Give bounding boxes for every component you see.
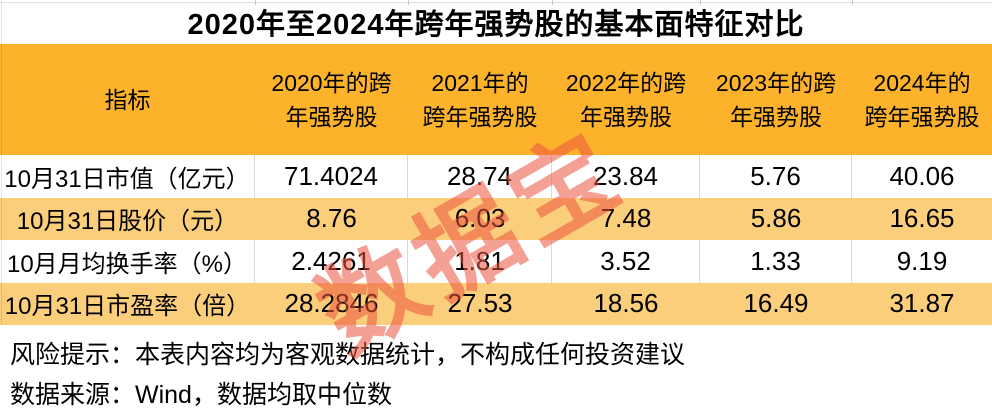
data-cell: 23.84 bbox=[552, 155, 700, 198]
data-cell: 16.65 bbox=[889, 203, 955, 234]
table-row-pe-ratio: 10月31日市盈率（倍） 28.2846 27.53 18.56 16.49 3… bbox=[0, 282, 992, 325]
data-cell: 3.52 bbox=[552, 240, 700, 283]
row-label: 10月31日股价（元） bbox=[16, 208, 239, 236]
grid-tick bbox=[255, 0, 256, 5]
page-title: 2020年至2024年跨年强势股的基本面特征对比 bbox=[187, 9, 805, 41]
data-cell: 71.4024 bbox=[255, 155, 408, 198]
data-cell: 28.74 bbox=[408, 155, 552, 198]
grid-line-left bbox=[1, 0, 2, 325]
data-cell: 9.19 bbox=[896, 245, 948, 276]
footer-notes: 风险提示：本表内容均为客观数据统计，不构成任何投资建议 数据来源：Wind，数据… bbox=[0, 325, 992, 414]
data-cell: 2.4261 bbox=[255, 240, 408, 283]
grid-tick bbox=[700, 0, 701, 5]
data-cell: 1.33 bbox=[700, 240, 852, 283]
data-cell: 31.87 bbox=[889, 288, 955, 319]
header-cell-2024: 2024年的 跨年强势股 bbox=[864, 69, 980, 130]
header-cell-indicator: 指标 bbox=[104, 86, 151, 113]
header-cell-2022: 2022年的跨 年强势股 bbox=[565, 69, 687, 130]
row-label: 10月月均换手率（%） bbox=[0, 240, 255, 283]
data-cell: 8.76 bbox=[306, 203, 357, 234]
data-cell: 18.56 bbox=[593, 288, 659, 319]
data-cell: 5.76 bbox=[700, 155, 852, 198]
data-cell: 28.2846 bbox=[284, 288, 379, 319]
header-cell-2021: 2021年的 跨年强势股 bbox=[422, 69, 538, 130]
row-label: 10月31日市值（亿元） bbox=[0, 155, 255, 198]
data-cell: 6.03 bbox=[454, 203, 506, 234]
data-cell: 7.48 bbox=[600, 203, 652, 234]
grid-line-top bbox=[0, 2, 992, 3]
data-cell: 1.81 bbox=[408, 240, 552, 283]
data-cell: 16.49 bbox=[743, 288, 809, 319]
header-cell-2020: 2020年的跨 年强势股 bbox=[271, 69, 392, 130]
row-label: 10月31日市盈率（倍） bbox=[4, 293, 251, 321]
header-cell-2023: 2023年的跨 年强势股 bbox=[715, 69, 837, 130]
table-header-row: 指标 2020年的跨 年强势股 2021年的 跨年强势股 2022年的跨 年强势… bbox=[0, 44, 992, 155]
data-cell: 5.86 bbox=[750, 203, 802, 234]
table-row-stock-price: 10月31日股价（元） 8.76 6.03 7.48 5.86 16.65 bbox=[0, 197, 992, 240]
risk-disclaimer: 风险提示：本表内容均为客观数据统计，不构成任何投资建议 bbox=[10, 341, 686, 369]
grid-tick bbox=[852, 0, 853, 5]
grid-tick bbox=[552, 0, 553, 5]
data-source: 数据来源：Wind，数据均取中位数 bbox=[10, 381, 392, 409]
data-cell: 40.06 bbox=[889, 160, 955, 191]
comparison-table: 指标 2020年的跨 年强势股 2021年的 跨年强势股 2022年的跨 年强势… bbox=[0, 44, 992, 325]
table-row-market-cap: 10月31日市值（亿元） 71.4024 28.74 23.84 5.76 40… bbox=[0, 155, 992, 198]
data-cell: 27.53 bbox=[447, 288, 513, 319]
grid-tick bbox=[408, 0, 409, 5]
table-row-turnover-rate: 10月月均换手率（%） 2.4261 1.81 3.52 1.33 9.19 bbox=[0, 240, 992, 283]
